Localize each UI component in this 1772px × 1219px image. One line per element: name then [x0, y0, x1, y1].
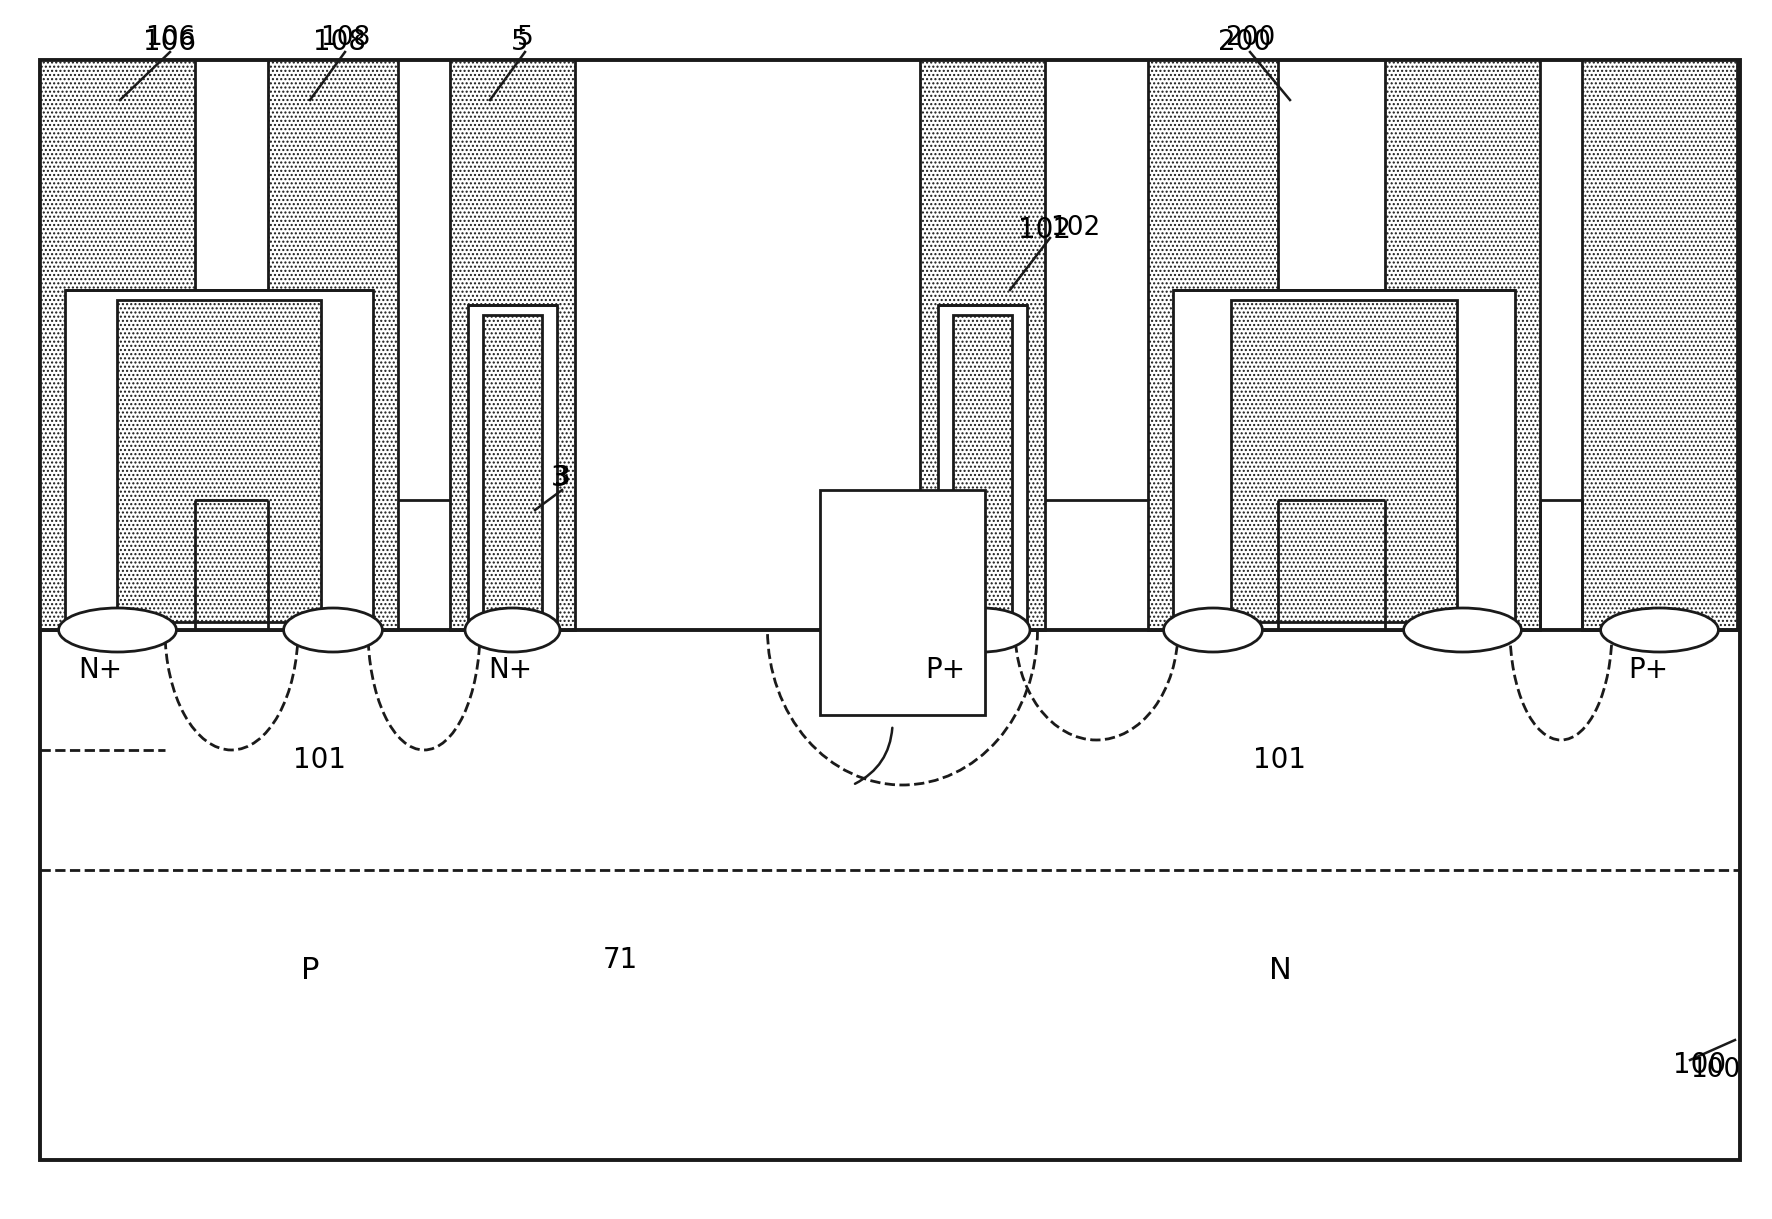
- Bar: [920, 60, 1045, 630]
- Text: 106: 106: [144, 28, 197, 56]
- Bar: [1386, 60, 1540, 630]
- Ellipse shape: [1403, 608, 1522, 652]
- Text: P: P: [301, 956, 319, 985]
- Bar: [268, 60, 399, 630]
- Ellipse shape: [1600, 608, 1719, 652]
- Text: 106: 106: [145, 26, 195, 51]
- Bar: [937, 305, 1028, 630]
- Bar: [450, 60, 574, 630]
- Text: 3: 3: [551, 464, 569, 492]
- Text: 101: 101: [1253, 746, 1306, 774]
- Bar: [1148, 60, 1278, 630]
- Bar: [820, 490, 985, 716]
- Text: P+: P+: [925, 656, 966, 684]
- Text: 100: 100: [1690, 1057, 1740, 1082]
- Text: 108: 108: [321, 26, 370, 51]
- Text: 200: 200: [1224, 26, 1276, 51]
- Text: N+: N+: [78, 656, 122, 684]
- Text: 200: 200: [1219, 28, 1272, 56]
- Text: P+: P+: [1628, 656, 1667, 684]
- Bar: [484, 315, 542, 622]
- Text: 108: 108: [314, 28, 367, 56]
- Text: 5: 5: [510, 28, 528, 56]
- Bar: [41, 60, 195, 630]
- Text: 102: 102: [1051, 215, 1100, 241]
- Ellipse shape: [58, 608, 177, 652]
- Text: 3: 3: [553, 464, 571, 491]
- Bar: [1232, 300, 1457, 622]
- Text: 100: 100: [1673, 1051, 1726, 1079]
- Ellipse shape: [284, 608, 383, 652]
- Text: N: N: [1269, 956, 1292, 985]
- Bar: [468, 305, 556, 630]
- Bar: [1582, 60, 1737, 630]
- Ellipse shape: [1164, 608, 1262, 652]
- Bar: [66, 290, 372, 630]
- Text: 5: 5: [517, 26, 533, 51]
- Bar: [117, 300, 321, 622]
- Bar: [953, 315, 1012, 622]
- Text: 102: 102: [1019, 216, 1072, 244]
- Bar: [1173, 290, 1515, 630]
- Text: 101: 101: [294, 746, 347, 774]
- Ellipse shape: [936, 608, 1030, 652]
- Text: 71: 71: [602, 946, 638, 974]
- Text: N+: N+: [487, 656, 532, 684]
- Ellipse shape: [464, 608, 560, 652]
